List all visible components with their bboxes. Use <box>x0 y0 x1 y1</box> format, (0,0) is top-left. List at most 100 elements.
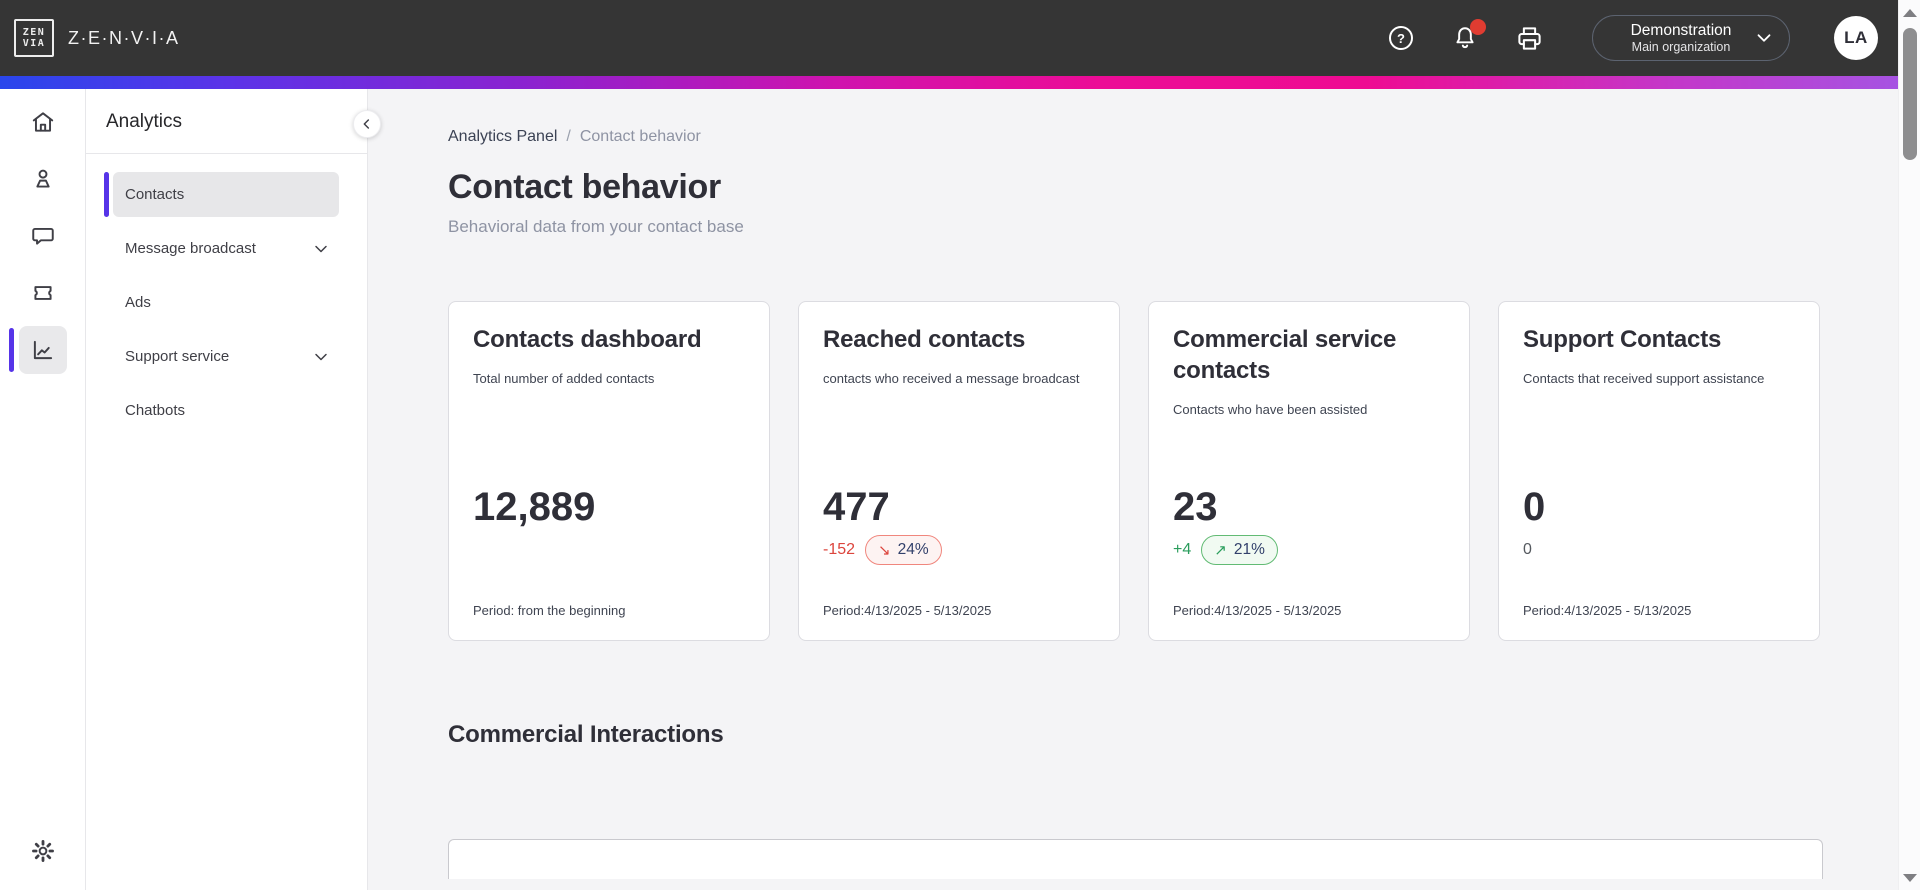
spacer <box>1523 567 1795 603</box>
delta-value: +4 <box>1173 541 1192 558</box>
trend-down-arrow-icon: ↘ <box>878 542 891 559</box>
sidebar-item-chatbots[interactable]: Chatbots <box>113 388 339 433</box>
trend-badge: ↗ 21% <box>1201 535 1278 565</box>
sidebar-menu: Contacts Message broadcast Ads Support s… <box>86 154 367 433</box>
spacer <box>823 567 1095 603</box>
page-title: Contact behavior <box>448 168 721 206</box>
zenvia-logo-icon: ZEN VIA <box>14 19 54 57</box>
spacer <box>823 392 1095 485</box>
logo-text-bottom: VIA <box>22 38 46 49</box>
card-title: Support Contacts <box>1523 326 1722 353</box>
card-value: 477 <box>823 485 890 529</box>
breadcrumb-analytics-panel[interactable]: Analytics Panel <box>448 128 558 145</box>
sidebar-item-contacts[interactable]: Contacts <box>104 172 339 217</box>
user-avatar[interactable]: LA <box>1834 16 1878 60</box>
trend-up-arrow-icon: ↗ <box>1214 542 1227 559</box>
card-period: Period:4/13/2025 - 5/13/2025 <box>1173 603 1342 618</box>
card-value: 0 <box>1523 485 1546 529</box>
organization-subtitle: Main organization <box>1631 39 1731 54</box>
notifications-button[interactable] <box>1450 19 1486 53</box>
chevron-down-icon <box>311 239 331 259</box>
rail-item-home[interactable] <box>19 98 67 146</box>
app-body: Analytics Contacts Message broadcast <box>0 89 1898 890</box>
top-bar: ZEN VIA Z·E·N·V·I·A ? <box>0 0 1898 76</box>
card-support-contacts: Support Contacts Contacts that received … <box>1498 301 1820 641</box>
zenvia-wordmark: Z·E·N·V·I·A <box>68 27 180 48</box>
print-button[interactable] <box>1514 23 1544 53</box>
section-heading-commercial-interactions: Commercial Interactions <box>448 721 724 748</box>
breadcrumb: Analytics Panel / Contact behavior <box>448 128 1824 146</box>
breadcrumb-current: Contact behavior <box>579 128 701 145</box>
sidebar: Analytics Contacts Message broadcast <box>86 89 381 890</box>
card-title: Contacts dashboard <box>473 326 702 353</box>
card-description: Total number of added contacts <box>473 371 655 387</box>
breadcrumb-separator: / <box>566 128 571 145</box>
card-reached-contacts: Reached contacts contacts who received a… <box>798 301 1120 641</box>
sidebar-item-ads[interactable]: Ads <box>113 280 339 325</box>
gear-icon <box>30 838 56 864</box>
scrollbar-down-arrow[interactable] <box>1903 874 1917 882</box>
bell-icon <box>1452 25 1478 51</box>
sidebar-item-support-service[interactable]: Support service <box>113 334 339 379</box>
ticket-icon <box>30 280 56 306</box>
organization-name: Demonstration <box>1630 21 1732 39</box>
delta-value: -152 <box>823 541 856 558</box>
card-delta-row <box>473 533 745 567</box>
scrollbar-up-arrow[interactable] <box>1903 9 1917 17</box>
sidebar-item-label: Contacts <box>125 186 185 203</box>
person-icon <box>30 166 56 192</box>
rail-item-conversations[interactable] <box>19 212 67 260</box>
spacer <box>1173 567 1445 603</box>
brand-gradient-bar <box>0 76 1898 89</box>
organization-text: Demonstration Main organization <box>1609 21 1753 56</box>
spacer <box>473 567 745 603</box>
card-contacts-dashboard: Contacts dashboard Total number of added… <box>448 301 770 641</box>
notification-badge <box>1470 19 1486 35</box>
card-value: 12,889 <box>473 485 596 529</box>
printer-icon <box>1516 25 1543 52</box>
rail-item-analytics[interactable] <box>8 326 67 374</box>
kpi-cards-row: Contacts dashboard Total number of added… <box>448 301 1824 641</box>
spacer <box>1173 423 1445 485</box>
card-delta-row: -152 ↘ 24% <box>823 533 1095 567</box>
card-value: 23 <box>1173 485 1218 529</box>
rail-item-settings[interactable] <box>19 827 67 875</box>
scrollbar-thumb[interactable] <box>1903 28 1917 160</box>
card-secondary-value: 0 <box>1523 541 1532 558</box>
card-period: Period: from the beginning <box>473 603 626 618</box>
logo-text-top: ZEN <box>22 26 46 38</box>
card-period: Period:4/13/2025 - 5/13/2025 <box>823 603 992 618</box>
chat-bubble-icon <box>30 223 56 249</box>
chevron-left-icon <box>359 116 375 132</box>
card-period: Period:4/13/2025 - 5/13/2025 <box>1523 603 1692 618</box>
card-delta-row: +4 ↗ 21% <box>1173 533 1445 567</box>
card-description: Contacts that received support assistanc… <box>1523 371 1765 387</box>
help-button[interactable]: ? <box>1386 23 1416 53</box>
page-subtitle: Behavioral data from your contact base <box>448 217 744 236</box>
vertical-scrollbar[interactable] <box>1898 0 1920 890</box>
main-content: Analytics Panel / Contact behavior Conta… <box>368 89 1898 890</box>
sidebar-item-label: Ads <box>125 294 151 311</box>
organization-switcher[interactable]: Demonstration Main organization <box>1592 15 1790 61</box>
card-commercial-service-contacts: Commercial service contacts Contacts who… <box>1148 301 1470 641</box>
card-description: Contacts who have been assisted <box>1173 402 1368 418</box>
rail-item-contacts[interactable] <box>19 155 67 203</box>
sidebar-collapse-button[interactable] <box>353 110 381 138</box>
card-delta-row: 0 <box>1523 533 1795 567</box>
chevron-down-icon <box>1753 27 1775 49</box>
chevron-down-icon <box>311 347 331 367</box>
sidebar-header: Analytics <box>86 89 367 154</box>
sidebar-item-message-broadcast[interactable]: Message broadcast <box>113 226 339 271</box>
icon-rail <box>0 89 86 890</box>
svg-text:?: ? <box>1397 31 1405 46</box>
trend-percentage: 24% <box>897 541 929 558</box>
home-icon <box>30 109 56 135</box>
card-title: Reached contacts <box>823 326 1026 353</box>
trend-badge: ↘ 24% <box>865 535 942 565</box>
rail-item-tickets[interactable] <box>19 269 67 317</box>
sidebar-item-label: Message broadcast <box>125 240 256 257</box>
help-icon: ? <box>1387 24 1415 52</box>
spacer <box>473 392 745 485</box>
